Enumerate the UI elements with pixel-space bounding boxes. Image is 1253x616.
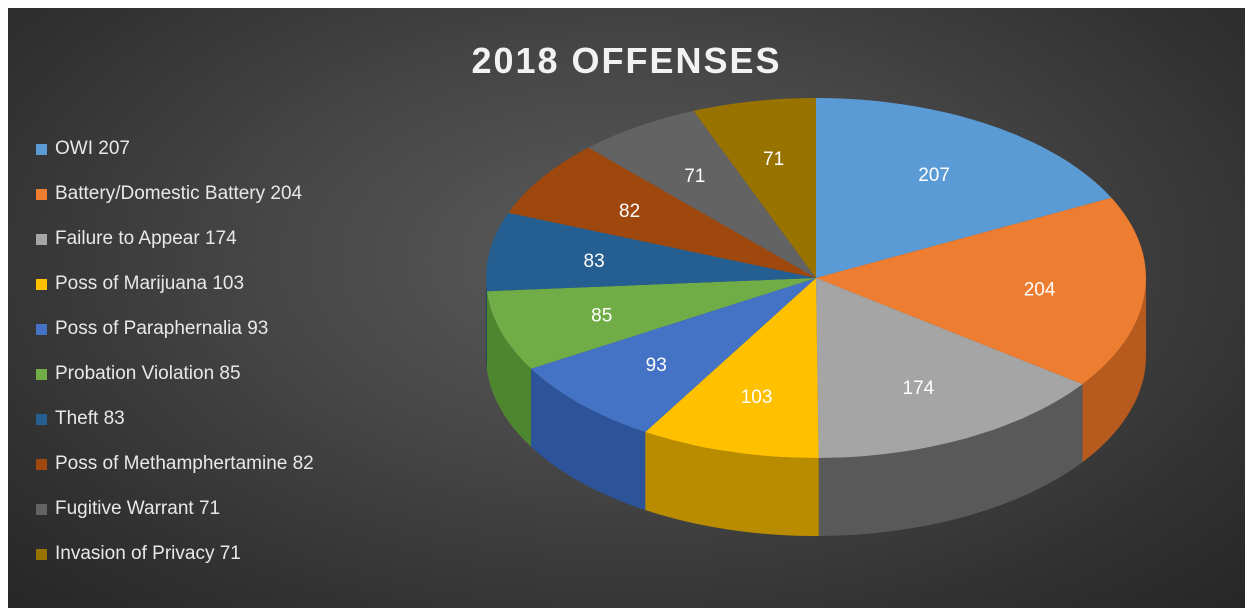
pie-slice (816, 98, 1112, 278)
data-label: 83 (584, 251, 605, 272)
pie-slice-side (486, 278, 487, 370)
legend-swatch (36, 549, 47, 560)
pie-slice (816, 278, 1083, 458)
data-label: 174 (903, 378, 935, 399)
legend-item: Poss of Paraphernalia 93 (36, 316, 436, 361)
chart-area: 2018 OFFENSES OWI 207 Battery/Domestic Ba… (8, 8, 1245, 608)
legend-item: Battery/Domestic Battery 204 (36, 181, 436, 226)
legend-item: Probation Violation 85 (36, 361, 436, 406)
legend-label: Fugitive Warrant 71 (55, 498, 221, 519)
data-label: 71 (684, 166, 705, 187)
legend-item: Poss of Methamphertamine 82 (36, 451, 436, 496)
legend-swatch (36, 144, 47, 155)
data-label: 93 (646, 355, 667, 376)
chart-title: 2018 OFFENSES (471, 40, 782, 81)
legend-swatch (36, 504, 47, 515)
pie-slice (508, 147, 816, 278)
data-label: 207 (918, 165, 950, 186)
pie-slice (693, 98, 816, 278)
legend-label: Battery/Domestic Battery 204 (55, 183, 303, 204)
pie-slice (645, 278, 819, 458)
pie-chart: 207 204 174 103 93 85 83 82 71 71 (486, 98, 1146, 536)
legend-swatch (36, 414, 47, 425)
data-label: 103 (741, 387, 773, 408)
data-label: 85 (591, 305, 612, 326)
legend-label: Invasion of Privacy 71 (55, 543, 241, 564)
data-label: 71 (763, 149, 784, 170)
legend-label: Poss of Methamphertamine 82 (55, 453, 314, 474)
pie-slice (486, 278, 816, 369)
legend-item: Fugitive Warrant 71 (36, 496, 436, 541)
legend-label: OWI 207 (55, 138, 130, 159)
legend-swatch (36, 324, 47, 335)
legend-label: Probation Violation 85 (55, 363, 241, 384)
legend: OWI 207 Battery/Domestic Battery 204 Failu… (36, 136, 436, 586)
pie-slice-side (818, 384, 1083, 536)
pie-slice (816, 197, 1146, 385)
pie-slice-side (1082, 278, 1146, 463)
pie-slice-side (531, 368, 646, 510)
data-label: 204 (1024, 279, 1056, 300)
legend-swatch (36, 459, 47, 470)
pie-slice (588, 110, 816, 279)
data-label: 82 (619, 201, 640, 222)
legend-label: Poss of Paraphernalia 93 (55, 318, 269, 339)
pie-slice (531, 278, 816, 432)
pie-slice-side (645, 432, 819, 536)
legend-item: Theft 83 (36, 406, 436, 451)
pie-slice (486, 212, 816, 292)
legend-label: Theft 83 (55, 408, 125, 429)
legend-item: OWI 207 (36, 136, 436, 181)
legend-label: Poss of Marijuana 103 (55, 273, 245, 294)
legend-item: Invasion of Privacy 71 (36, 541, 436, 586)
legend-swatch (36, 234, 47, 245)
legend-item: Failure to Appear 174 (36, 226, 436, 271)
legend-swatch (36, 369, 47, 380)
legend-swatch (36, 279, 47, 290)
legend-label: Failure to Appear 174 (55, 228, 237, 249)
pie-slice-side (486, 291, 532, 447)
legend-item: Poss of Marijuana 103 (36, 271, 436, 316)
legend-swatch (36, 189, 47, 200)
